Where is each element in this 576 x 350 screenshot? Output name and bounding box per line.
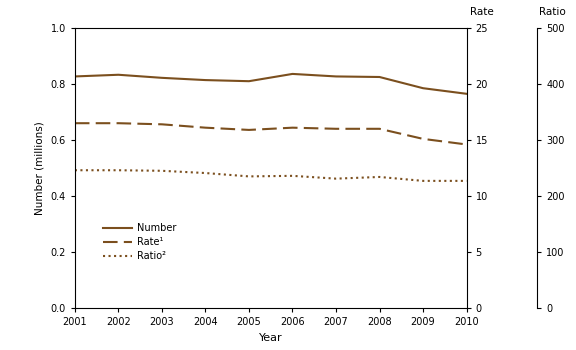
Ratio² [245, 174, 252, 179]
Rate¹ [376, 127, 383, 131]
Rate¹ [463, 142, 470, 147]
Rate¹ [158, 122, 165, 126]
Line: Ratio²: Ratio² [75, 170, 467, 181]
Number [376, 75, 383, 79]
Y-axis label: Number (millions): Number (millions) [35, 121, 45, 215]
Number [245, 79, 252, 83]
Ratio² [419, 179, 426, 183]
Number [202, 78, 209, 82]
Number [158, 76, 165, 80]
Rate¹ [71, 121, 78, 125]
Number [419, 86, 426, 90]
Ratio² [376, 175, 383, 179]
Ratio² [71, 168, 78, 172]
Number [289, 72, 296, 76]
Rate¹ [202, 126, 209, 130]
Number [463, 92, 470, 96]
Ratio² [463, 179, 470, 183]
Number [71, 74, 78, 78]
Text: Rate: Rate [471, 7, 494, 17]
Rate¹ [115, 121, 122, 125]
X-axis label: Year: Year [259, 332, 283, 343]
Ratio² [158, 169, 165, 173]
Line: Rate¹: Rate¹ [75, 123, 467, 145]
Legend: Number, Rate¹, Ratio²: Number, Rate¹, Ratio² [103, 223, 177, 261]
Ratio² [115, 168, 122, 172]
Line: Number: Number [75, 74, 467, 94]
Number [332, 74, 339, 78]
Rate¹ [245, 128, 252, 132]
Ratio² [202, 171, 209, 175]
Rate¹ [289, 126, 296, 130]
Ratio² [289, 174, 296, 178]
Rate¹ [419, 137, 426, 141]
Rate¹ [332, 127, 339, 131]
Number [115, 73, 122, 77]
Text: Ratio: Ratio [539, 7, 566, 17]
Ratio² [332, 176, 339, 181]
